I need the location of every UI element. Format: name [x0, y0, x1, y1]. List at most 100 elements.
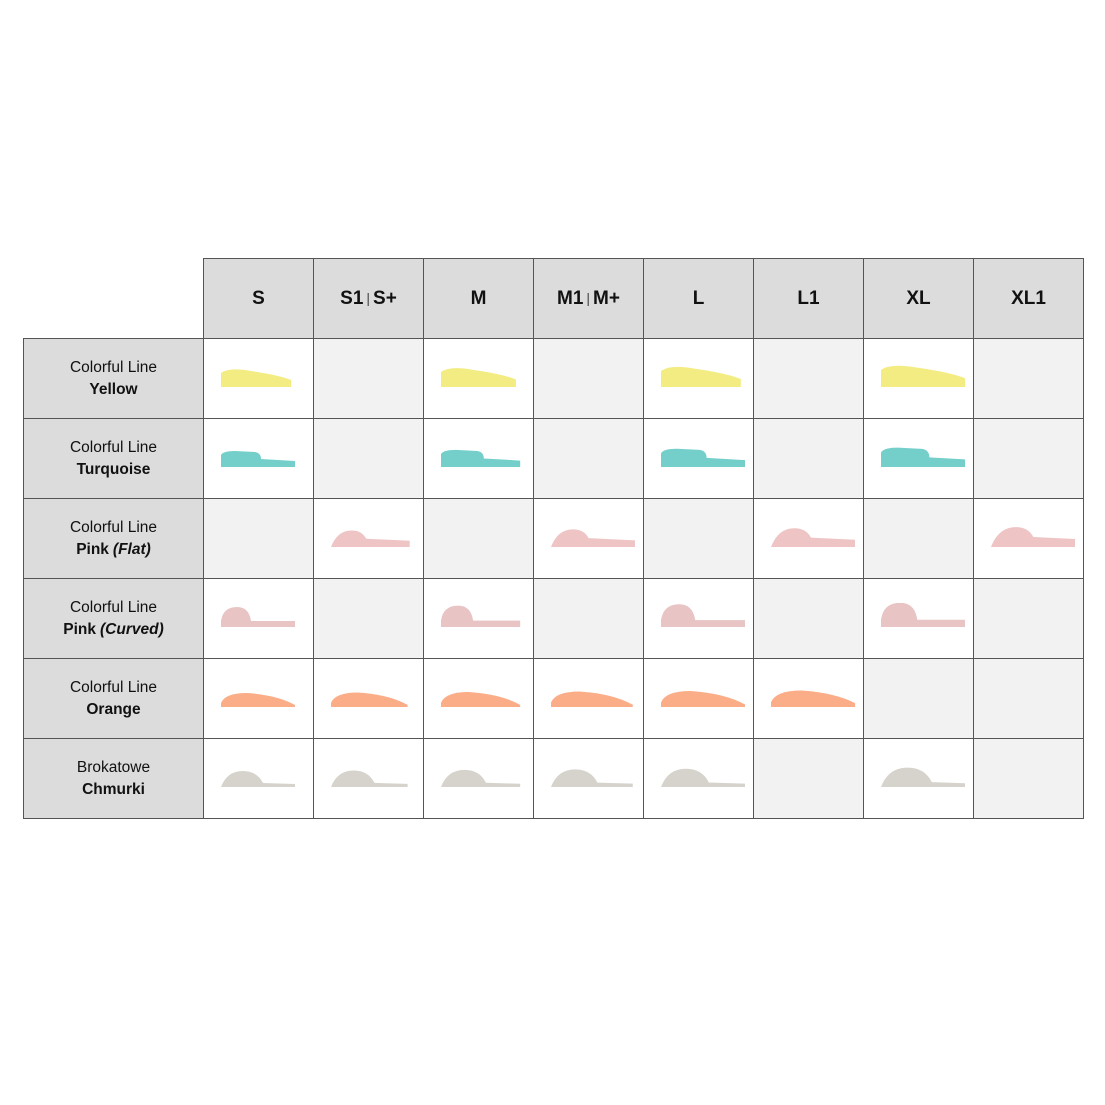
product-line-label: Brokatowe: [76, 758, 151, 776]
available-cell: [423, 658, 534, 739]
shape-icon: [660, 768, 745, 787]
unavailable-cell: [313, 578, 424, 659]
size-label: M1: [557, 287, 584, 309]
shape-icon: [330, 769, 408, 787]
size-chart-body: Colorful Line Yellow Colorful Line Turquois…: [23, 338, 1084, 819]
available-cell: [753, 498, 864, 579]
available-cell: [643, 418, 754, 499]
available-cell: [313, 738, 424, 819]
available-cell: [863, 578, 974, 659]
table-row: Colorful Line Turquoise: [23, 418, 1084, 499]
unavailable-cell: [203, 498, 314, 579]
available-cell: [753, 658, 864, 739]
size-alt-label: M+: [593, 287, 620, 309]
corner-cell: [23, 258, 204, 339]
available-cell: [643, 578, 754, 659]
unavailable-cell: [973, 418, 1084, 499]
shape-icon: [220, 368, 291, 387]
variant-name: Pink: [76, 540, 109, 558]
available-cell: [203, 658, 314, 739]
shape-icon: [220, 450, 295, 467]
size-header-row: S S1 | S+ M M1 | M+ L L1 XL XL1: [23, 258, 1084, 339]
available-cell: [313, 658, 424, 739]
available-cell: [973, 498, 1084, 579]
available-cell: [533, 498, 644, 579]
unavailable-cell: [863, 498, 974, 579]
unavailable-cell: [863, 658, 974, 739]
unavailable-cell: [533, 338, 644, 419]
shape-icon: [880, 767, 965, 787]
shape-icon: [220, 770, 295, 787]
product-variant-label: Turquoise: [24, 459, 203, 481]
size-label: M: [470, 287, 487, 309]
available-cell: [203, 738, 314, 819]
row-header: Colorful Line Yellow: [23, 338, 204, 419]
shape-icon: [440, 605, 520, 627]
size-header-m1: M1 | M+: [533, 258, 644, 339]
table-row: Colorful Line Pink (Flat): [23, 498, 1084, 579]
size-label: S1: [340, 287, 364, 309]
available-cell: [643, 658, 754, 739]
available-cell: [533, 738, 644, 819]
available-cell: [533, 658, 644, 739]
available-cell: [423, 578, 534, 659]
shape-icon: [660, 603, 745, 627]
unavailable-cell: [753, 578, 864, 659]
unavailable-cell: [753, 418, 864, 499]
unavailable-cell: [643, 498, 754, 579]
available-cell: [863, 738, 974, 819]
size-header-l: L: [643, 258, 754, 339]
shape-icon: [330, 529, 410, 547]
size-header-xl1: XL1: [973, 258, 1084, 339]
unavailable-cell: [423, 498, 534, 579]
shape-icon: [220, 692, 295, 707]
product-line-label: Colorful Line: [69, 358, 158, 376]
shape-icon: [440, 769, 520, 787]
unavailable-cell: [973, 578, 1084, 659]
variant-name: Orange: [86, 700, 141, 718]
product-variant-label: Orange: [24, 699, 203, 721]
shape-icon: [550, 768, 633, 787]
size-header-s: S: [203, 258, 314, 339]
available-cell: [643, 738, 754, 819]
product-line-label: Colorful Line: [69, 518, 158, 536]
product-variant-label: Pink (Curved): [24, 619, 203, 641]
unavailable-cell: [973, 338, 1084, 419]
unavailable-cell: [533, 418, 644, 499]
size-header-s1: S1 | S+: [313, 258, 424, 339]
shape-icon: [660, 448, 745, 467]
available-cell: [203, 418, 314, 499]
table-row: Colorful Line Orange: [23, 658, 1084, 739]
size-chart-table: S S1 | S+ M M1 | M+ L L1 XL XL1 C: [23, 258, 1084, 819]
shape-icon: [990, 526, 1075, 547]
available-cell: [423, 418, 534, 499]
variant-subtype: (Flat): [112, 540, 151, 558]
unavailable-cell: [313, 418, 424, 499]
row-header: Brokatowe Chmurki: [23, 738, 204, 819]
available-cell: [643, 338, 754, 419]
shape-icon: [550, 528, 635, 547]
unavailable-cell: [753, 338, 864, 419]
unavailable-cell: [973, 658, 1084, 739]
shape-icon: [660, 366, 741, 387]
size-header-xl: XL: [863, 258, 974, 339]
size-label: L: [692, 287, 705, 309]
shape-icon: [770, 690, 855, 707]
unavailable-cell: [533, 578, 644, 659]
variant-name: Chmurki: [82, 780, 145, 798]
unavailable-cell: [973, 738, 1084, 819]
available-cell: [423, 738, 534, 819]
shape-icon: [880, 447, 965, 467]
shape-icon: [220, 606, 295, 627]
product-line-label: Colorful Line: [69, 598, 158, 616]
variant-name: Pink: [63, 620, 96, 638]
shape-icon: [770, 527, 855, 547]
size-label: XL1: [1011, 287, 1046, 309]
product-line-label: Colorful Line: [69, 438, 158, 456]
row-header: Colorful Line Orange: [23, 658, 204, 739]
shape-icon: [880, 365, 965, 387]
variant-name: Yellow: [89, 380, 138, 398]
available-cell: [313, 498, 424, 579]
shape-icon: [440, 691, 520, 707]
size-header-m: M: [423, 258, 534, 339]
